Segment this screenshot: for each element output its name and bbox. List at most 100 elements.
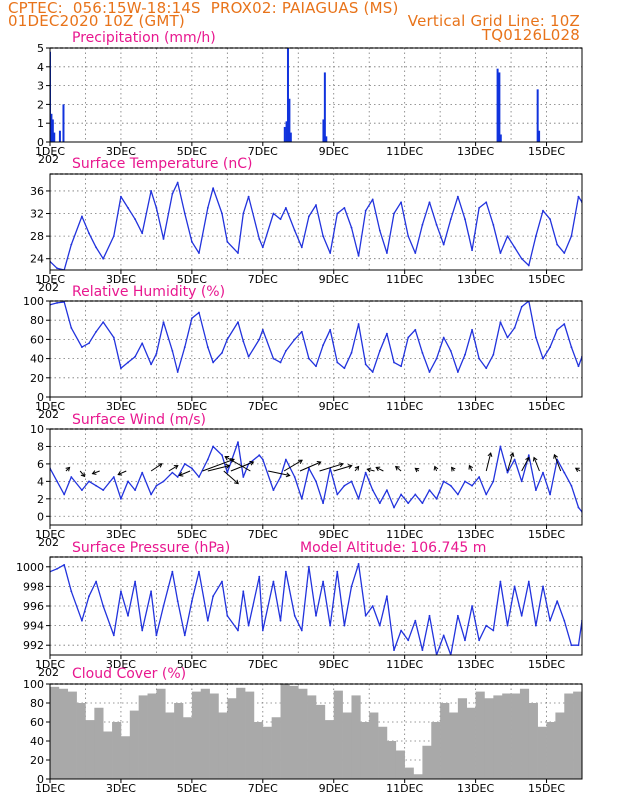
wind-arrow-head bbox=[451, 466, 456, 472]
cloud-cover-bar bbox=[67, 691, 77, 779]
wind-point bbox=[293, 476, 296, 478]
wind-arrow-head bbox=[487, 452, 493, 457]
precipitation-bar bbox=[50, 113, 53, 142]
wind-arrow-head bbox=[91, 470, 97, 475]
pressure-point bbox=[237, 629, 239, 632]
pressure-point bbox=[513, 585, 516, 588]
cloud-cover-bar bbox=[342, 712, 352, 779]
temperature-point bbox=[456, 195, 459, 198]
wind-arrow-head bbox=[285, 472, 291, 478]
precipitation-ytick-label: 1 bbox=[37, 117, 44, 130]
cloud-cover-bar bbox=[103, 731, 113, 779]
temperature-point bbox=[421, 223, 424, 226]
cloud-cover-xtick-label: 3DEC bbox=[106, 782, 136, 795]
wind-arrow-head bbox=[433, 465, 439, 471]
pressure-point bbox=[242, 590, 245, 593]
temperature-point bbox=[336, 212, 339, 215]
humidity-ytick-label: 100 bbox=[23, 295, 44, 308]
pressure-point bbox=[141, 629, 144, 632]
cloud-cover-bar bbox=[112, 722, 122, 779]
precipitation-bar bbox=[323, 72, 326, 142]
pressure-point bbox=[549, 619, 551, 622]
pressure-point bbox=[176, 600, 179, 602]
temperature-point bbox=[386, 252, 388, 254]
humidity-point bbox=[258, 338, 261, 341]
pressure-point bbox=[364, 614, 367, 617]
humidity-point bbox=[428, 371, 431, 373]
wind-point bbox=[171, 471, 174, 474]
pressure-point bbox=[442, 634, 445, 637]
humidity-point bbox=[442, 336, 445, 339]
wind-arrow-head bbox=[225, 463, 231, 469]
cloud-cover-bar bbox=[218, 712, 228, 779]
cloud-cover-bar bbox=[528, 703, 538, 779]
cloud-cover-bar bbox=[58, 688, 69, 779]
cloud-cover-bar bbox=[280, 684, 290, 779]
temperature-point bbox=[499, 252, 502, 254]
cloud-cover-xtick-label: 7DEC bbox=[248, 782, 278, 795]
temperature-point bbox=[134, 218, 137, 221]
humidity-point bbox=[247, 355, 250, 358]
humidity-point bbox=[150, 363, 152, 366]
wind-point bbox=[242, 476, 245, 478]
temperature-point bbox=[120, 195, 122, 198]
temperature-point bbox=[449, 218, 452, 221]
precipitation-xtick-label: 15DEC bbox=[528, 145, 565, 158]
cloud-cover-bar bbox=[129, 710, 139, 779]
humidity-point bbox=[127, 361, 129, 364]
wind-point bbox=[499, 445, 502, 448]
humidity-point bbox=[378, 350, 381, 352]
wind-point bbox=[471, 484, 473, 487]
cloud-cover-bar bbox=[440, 703, 450, 779]
humidity-point bbox=[563, 323, 566, 325]
precipitation-ytick-label: 5 bbox=[37, 42, 44, 55]
precipitation-series bbox=[50, 48, 541, 142]
humidity-point bbox=[206, 346, 209, 348]
temperature-point bbox=[183, 212, 186, 215]
humidity-point bbox=[350, 351, 353, 354]
pressure-point bbox=[206, 619, 209, 622]
temperature-point bbox=[112, 235, 115, 238]
pressure-xtick-label: 13DEC bbox=[457, 658, 494, 671]
wind-arrow-shaft bbox=[395, 466, 402, 472]
wind-point bbox=[563, 471, 566, 474]
humidity-point bbox=[315, 365, 317, 368]
cloud-cover-bar bbox=[147, 693, 157, 779]
wind-point bbox=[279, 476, 282, 478]
pressure-point bbox=[162, 605, 165, 607]
humidity-ytick-label: 80 bbox=[30, 314, 44, 327]
humidity-point bbox=[520, 305, 523, 308]
humidity-point bbox=[56, 302, 58, 304]
wind-arrow-head bbox=[574, 467, 580, 473]
temperature-xtick-label: 15DEC bbox=[528, 273, 565, 286]
humidity-ytick-label: 60 bbox=[30, 333, 44, 346]
temperature-point bbox=[577, 195, 580, 198]
pressure-xtick-label: 1DEC bbox=[35, 658, 65, 671]
cloud-cover-bar bbox=[422, 745, 432, 779]
wind-point bbox=[506, 471, 509, 474]
precipitation-xtick-label: 7DEC bbox=[248, 145, 278, 158]
temperature-point bbox=[471, 249, 473, 252]
temperature-point bbox=[364, 209, 367, 212]
humidity-point bbox=[120, 367, 122, 370]
wind-point bbox=[570, 484, 573, 487]
wind-arrow-shaft bbox=[117, 470, 127, 476]
humidity-point bbox=[284, 350, 287, 352]
cloud-cover-bar bbox=[546, 722, 556, 779]
cloud-cover-ytick-label: 0 bbox=[37, 773, 44, 786]
cloud-cover-bar bbox=[449, 712, 459, 779]
wind-arrow-shaft bbox=[485, 452, 492, 472]
humidity-point bbox=[386, 332, 388, 335]
humidity-point bbox=[371, 371, 374, 373]
pressure-point bbox=[247, 624, 250, 627]
wind-arrow-head bbox=[117, 471, 123, 476]
wind-arrow-head bbox=[354, 465, 360, 471]
wind-arrow-shaft bbox=[179, 470, 191, 476]
pressure-point bbox=[464, 639, 466, 642]
wind-arrow-shaft bbox=[207, 465, 230, 472]
wind-panel: 0 2 4 6 8 10 1DEC 3DEC 5DEC 7DEC 9DEC 11DEC 13DEC 15D… bbox=[30, 423, 583, 549]
humidity-point bbox=[81, 346, 83, 348]
precipitation-bar bbox=[538, 130, 541, 142]
humidity-xtick-label: 7DEC bbox=[248, 400, 278, 413]
humidity-point bbox=[171, 350, 174, 352]
